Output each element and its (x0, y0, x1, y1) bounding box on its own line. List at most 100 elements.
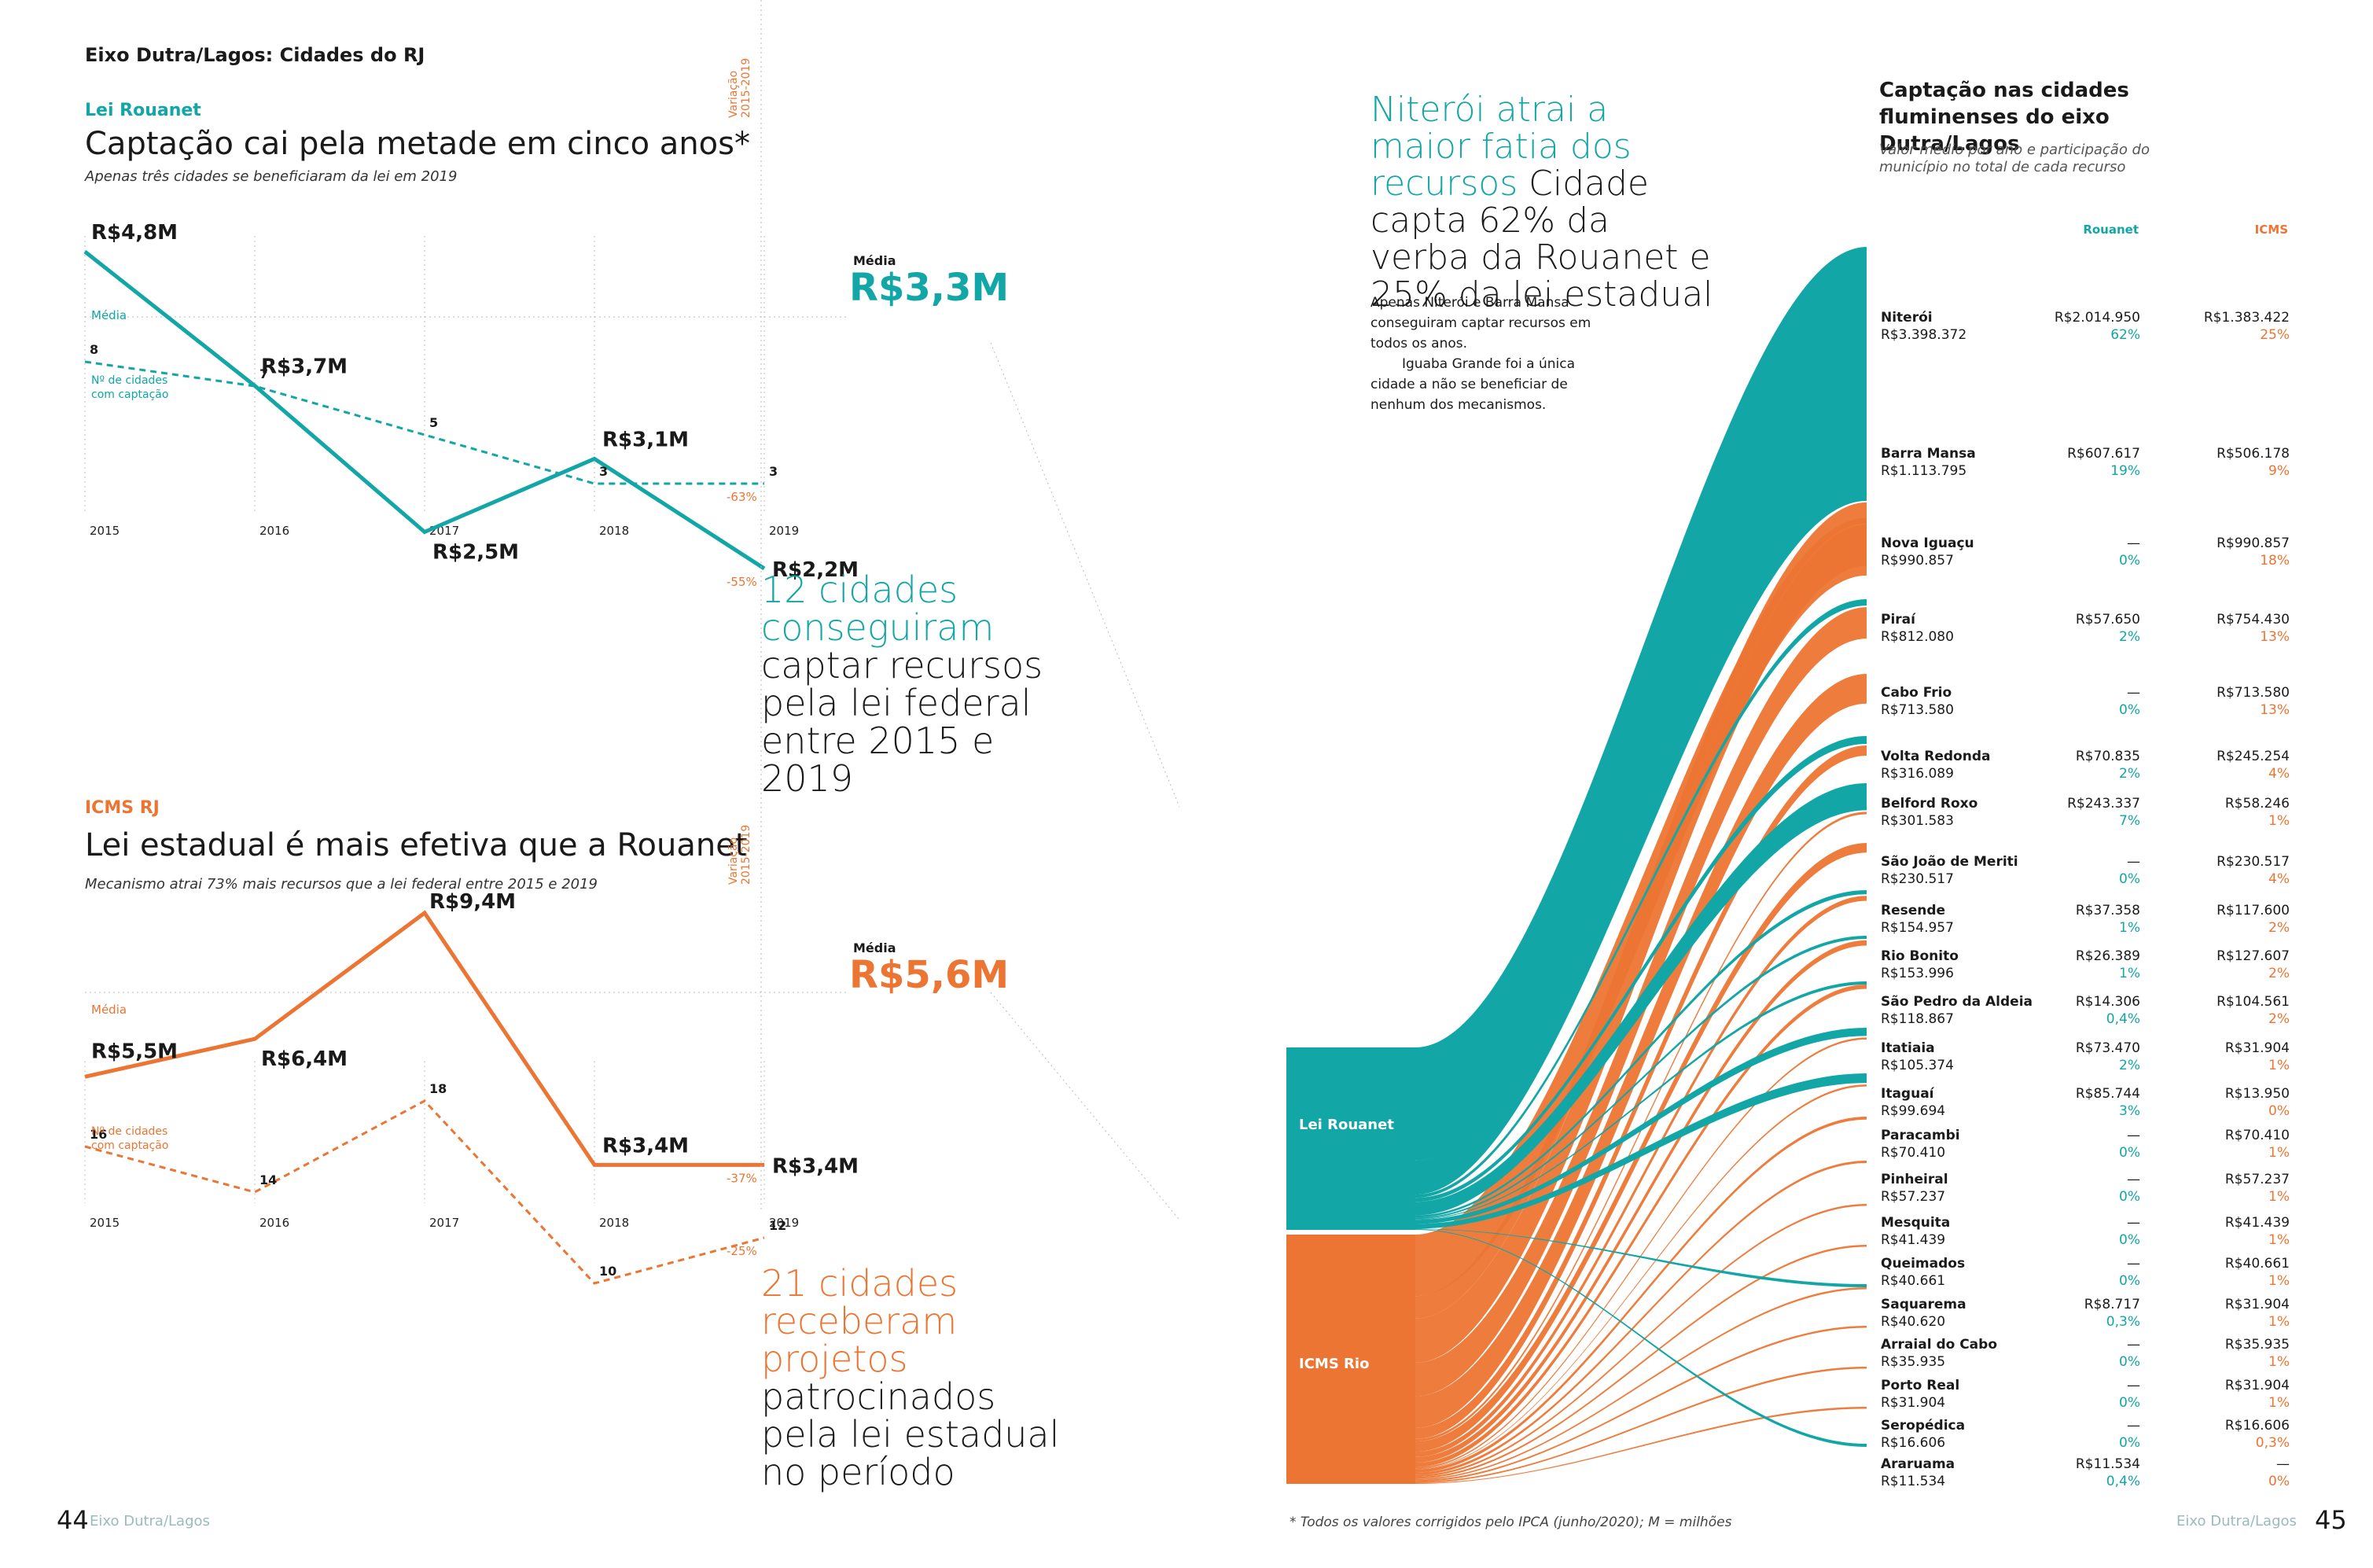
city-name: Itaguaí (1881, 1086, 1934, 1102)
city-rouanet-pct: 0% (2119, 1395, 2140, 1411)
sankey-node-icms (1286, 1235, 1415, 1484)
city-rouanet-value: R$2.014.950 (2054, 310, 2140, 326)
sankey-flow-icms (1415, 502, 1867, 1319)
right-paragraph-2: Iguaba Grande foi a única cidade a não s… (1370, 356, 1575, 413)
line-charts: 2015 2016 2017 2018 2019 R$4,8M R$3,7M R$2,5M R$… (83, 0, 1179, 1285)
table-row: Araruama R$11.534 R$11.534 0,4% — 0% (1881, 1456, 2290, 1491)
city-icms-value: R$41.439 (2224, 1215, 2290, 1231)
city-total: R$990.857 (1881, 553, 1954, 569)
icms-count-label: 16 (90, 1127, 107, 1142)
table-row: Seropédica R$16.606—0% R$16.606 0,3% (1881, 1418, 2290, 1452)
city-icms-pct: 1% (2268, 1189, 2290, 1205)
sankey-flow-icms (1415, 843, 1867, 1452)
city-rouanet-value: — (2127, 1418, 2140, 1434)
city-name: Saquarema (1881, 1297, 1966, 1312)
city-rouanet-value: R$70.835 (2075, 749, 2140, 764)
rouanet-year-label: 2018 (599, 524, 629, 538)
city-rouanet-value: — (2127, 854, 2140, 870)
table-row: Niterói R$3.398.372 R$2.014.950 62% R$1.383.… (1881, 310, 2290, 344)
city-rouanet-pct: 0% (2119, 1435, 2140, 1451)
city-total: R$70.410 (1881, 1145, 1946, 1161)
rouanet-value-label: R$2,5M (432, 541, 519, 565)
city-icms-value: R$31.904 (2224, 1378, 2290, 1393)
table-row: Rio Bonito R$153.996 R$26.389 1% R$127.607 2% (1881, 948, 2290, 983)
rouanet-title: Captação cai pela metade em cinco anos* (85, 126, 750, 162)
icms-year-label: 2018 (599, 1216, 629, 1230)
city-icms-value: R$754.430 (2217, 612, 2290, 628)
rouanet-value-line (83, 250, 766, 571)
table-row: Itaguaí R$99.694 R$85.744 3% R$13.950 0% (1881, 1086, 2290, 1121)
rouanet-count-label: 3 (599, 464, 608, 479)
city-total: R$301.583 (1881, 813, 1954, 829)
city-rouanet-value: R$85.744 (2075, 1086, 2140, 1102)
icms-value-line (84, 910, 764, 1167)
sankey-flow-rouanet (1415, 433, 1867, 1195)
icms-section-label: ICMS RJ (85, 798, 160, 818)
city-rouanet-pct: 0% (2119, 1189, 2140, 1205)
icms-count-label: 10 (599, 1264, 616, 1279)
city-icms-value: R$104.561 (2217, 994, 2290, 1010)
city-name: Mesquita (1881, 1215, 1951, 1231)
rouanet-media-value: R$3,3M (849, 266, 1010, 310)
city-name: Cabo Frio (1881, 685, 1952, 701)
rouanet-section-label: Lei Rouanet (85, 101, 201, 120)
city-total: R$154.957 (1881, 920, 1954, 936)
icms-variation-value: -37% (727, 1171, 757, 1185)
rouanet-connector (990, 342, 1179, 808)
rouanet-year-label: 2019 (769, 524, 799, 538)
table-row: Piraí R$812.080 R$57.650 2% R$754.430 13% (1881, 612, 2290, 646)
city-rouanet-value: R$14.306 (2075, 994, 2140, 1010)
city-rouanet-value: R$37.358 (2075, 903, 2140, 918)
table-row: Barra Mansa R$1.113.795 R$607.617 19% R$506.… (1881, 446, 2290, 480)
city-icms-pct: 2% (2268, 966, 2290, 981)
city-icms-value: R$35.935 (2224, 1337, 2290, 1353)
city-name: Rio Bonito (1881, 948, 1959, 964)
rouanet-count-caption: com captação (91, 388, 168, 401)
table-row: Porto Real R$31.904 — 0% R$31.904 1% (1881, 1378, 2290, 1412)
table-row: Queimados R$40.661—0% R$40.661 1% (1881, 1256, 2290, 1290)
city-icms-value: R$13.950 (2224, 1086, 2290, 1102)
section-name-left: Eixo Dutra/Lagos (90, 1513, 210, 1529)
sankey-source-icms: ICMS Rio (1299, 1356, 1370, 1372)
city-name: Paracambi (1881, 1128, 1960, 1143)
city-icms-value: R$57.237 (2224, 1172, 2290, 1187)
right-paragraph-1: Apenas Niterói e Barra Mansa conseguiram… (1370, 295, 1591, 352)
table-row: Saquarema R$40.620 R$8.717 0,3% R$31.904 1% (1881, 1297, 2290, 1331)
table-row: São João de Meriti R$230.517—0% R$230.517 4… (1881, 854, 2290, 889)
city-rouanet-value: — (2127, 1172, 2140, 1187)
table-row: Pinheiral R$57.237 — 0% R$57.237 1% (1881, 1172, 2290, 1206)
rouanet-count-label: 3 (769, 464, 778, 479)
city-icms-value: R$713.580 (2217, 685, 2290, 701)
city-icms-pct: 13% (2260, 702, 2290, 718)
sankey-flow-icms (1415, 674, 1867, 1428)
icms-year-label: 2017 (429, 1216, 459, 1230)
sankey-flow-icms (1415, 1367, 1867, 1484)
rouanet-narrative: 12 cidades conseguiram captar recursos p… (761, 571, 1060, 797)
right-headline-highlight: Niterói atrai a maior fatia dos recursos (1370, 90, 1632, 204)
icms-value-label: R$9,4M (429, 890, 516, 914)
city-total: R$105.374 (1881, 1058, 1954, 1073)
icms-count-label: 18 (429, 1081, 447, 1096)
right-paragraph: Apenas Niterói e Barra Mansa conseguiram… (1370, 293, 1606, 415)
city-icms-value: — (2276, 1456, 2290, 1472)
table-row: Mesquita R$41.439—0% R$41.439 1% (1881, 1215, 2290, 1250)
city-total: R$230.517 (1881, 871, 1954, 887)
city-icms-value: R$70.410 (2224, 1128, 2290, 1143)
city-icms-pct: 1% (2268, 1058, 2290, 1073)
city-rouanet-pct: 2% (2119, 766, 2140, 782)
section-name-right: Eixo Dutra/Lagos (2176, 1513, 2297, 1529)
rouanet-value-label: R$2,2M (772, 558, 859, 582)
rouanet-value-label: R$3,7M (261, 355, 348, 379)
sankey-node-rouanet (1286, 1047, 1415, 1230)
city-icms-pct: 25% (2260, 327, 2290, 343)
sankey-flow-rouanet (1415, 247, 1867, 1161)
city-rouanet-pct: 0% (2119, 871, 2140, 887)
city-icms-pct: 4% (2268, 766, 2290, 782)
city-rouanet-pct: 2% (2119, 629, 2140, 645)
city-rouanet-pct: 0,4% (2106, 1474, 2140, 1489)
city-name: Arraial do Cabo (1881, 1337, 1998, 1353)
icms-value-label: R$5,5M (91, 1040, 178, 1063)
icms-value-label: R$3,4M (602, 1134, 689, 1158)
city-icms-value: R$245.254 (2217, 749, 2290, 764)
